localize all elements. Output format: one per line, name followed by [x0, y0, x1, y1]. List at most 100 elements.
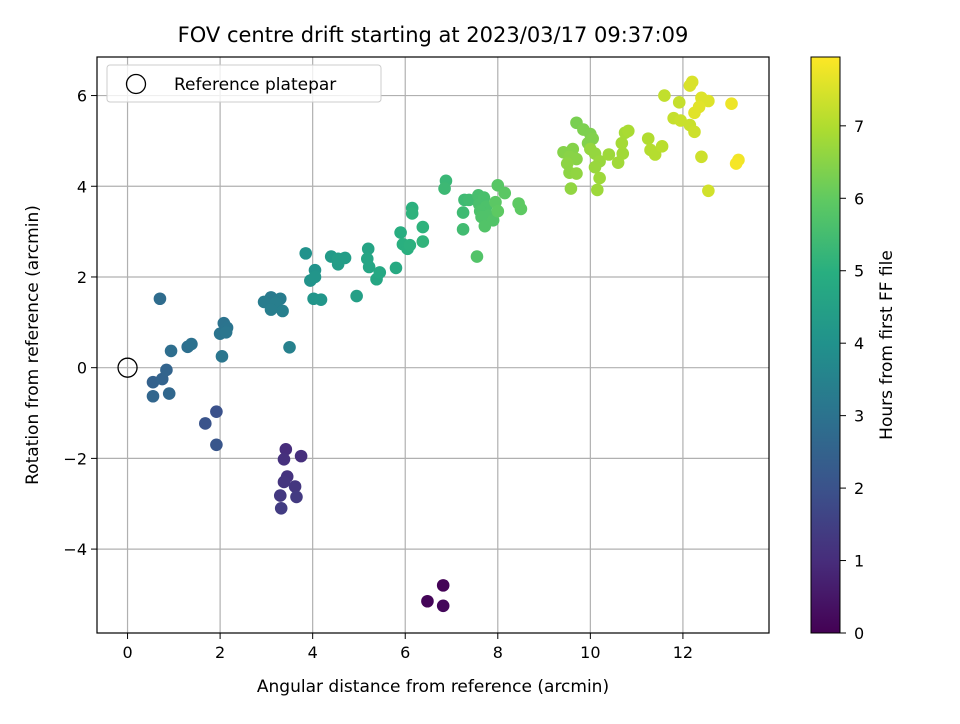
data-point	[456, 223, 470, 236]
legend-marker-open-circle	[125, 73, 147, 95]
data-point	[570, 167, 583, 180]
data-points	[117, 75, 745, 613]
data-point	[622, 124, 635, 138]
colorbar-tick-label: 2	[854, 479, 864, 498]
x-tick-label: 4	[308, 643, 318, 662]
data-point	[655, 140, 669, 153]
data-point	[702, 184, 715, 198]
grid-lines	[97, 57, 769, 633]
data-point	[308, 270, 322, 284]
data-point	[436, 579, 450, 592]
data-point	[602, 148, 616, 161]
data-point	[729, 157, 743, 170]
data-point	[350, 289, 363, 303]
data-point	[421, 594, 434, 608]
data-point	[288, 480, 302, 493]
data-point	[153, 292, 167, 306]
data-point	[456, 206, 470, 219]
y-tick-label: 0	[77, 359, 87, 378]
data-point	[279, 443, 293, 456]
data-point	[146, 389, 160, 403]
colorbar-tick-label: 5	[854, 262, 864, 281]
data-point	[564, 182, 578, 195]
legend: Reference platepar	[106, 64, 382, 103]
data-point	[294, 449, 308, 463]
plot-area-frame	[96, 56, 770, 634]
y-tick-label: −4	[63, 540, 87, 559]
data-point	[277, 452, 291, 466]
colorbar-tick-label: 4	[854, 334, 864, 353]
data-point	[283, 340, 296, 354]
colorbar: 0 1 2 3 4 5 6 7 Hours from first FF file	[810, 56, 897, 643]
data-point	[438, 182, 451, 195]
data-point	[514, 202, 528, 216]
data-point	[590, 183, 604, 197]
x-tick-label: 8	[493, 643, 503, 662]
x-tick-label: 12	[673, 643, 693, 662]
data-point	[274, 501, 288, 515]
y-tick-label: 6	[77, 87, 87, 106]
data-point	[389, 261, 403, 275]
data-point	[373, 266, 387, 279]
data-point	[491, 204, 505, 218]
data-point	[436, 599, 450, 613]
data-point	[314, 293, 328, 306]
colorbar-tick-label: 1	[854, 552, 864, 571]
data-point	[405, 207, 419, 220]
data-point	[683, 79, 697, 92]
colorbar-gradient	[810, 56, 841, 634]
x-axis-ticks: 0 2 4 6 8 10 12	[122, 633, 693, 662]
x-tick-label: 10	[580, 643, 600, 662]
data-point	[277, 475, 291, 489]
y-axis-ticks: −4 −2 0 2 4 6	[63, 87, 97, 559]
data-point	[273, 489, 287, 502]
data-point	[299, 247, 313, 260]
data-point	[688, 106, 701, 120]
data-point	[164, 344, 178, 358]
data-point	[362, 260, 376, 274]
y-tick-label: −2	[63, 449, 87, 468]
colorbar-tick-label: 3	[854, 407, 864, 426]
data-point	[210, 438, 223, 452]
data-point	[688, 125, 701, 139]
data-point	[416, 220, 430, 234]
data-point	[276, 304, 289, 318]
colorbar-tick-label: 0	[854, 624, 864, 643]
legend-label-reference-platepar: Reference platepar	[174, 75, 336, 95]
x-tick-label: 0	[122, 643, 132, 662]
reference-platepar-marker	[117, 357, 138, 378]
data-point	[162, 387, 176, 400]
colorbar-label: Hours from first FF file	[877, 250, 897, 440]
legend-box	[106, 64, 382, 103]
data-point	[331, 252, 345, 266]
data-point	[215, 350, 229, 363]
colorbar-ticks: 0 1 2 3 4 5 6 7	[840, 117, 864, 643]
data-point	[361, 242, 375, 256]
data-point	[290, 490, 303, 504]
x-tick-label: 2	[215, 643, 225, 662]
x-tick-label: 6	[400, 643, 410, 662]
x-axis-label: Angular distance from reference (arcmin)	[257, 677, 609, 697]
colorbar-tick-label: 6	[854, 189, 864, 208]
data-point	[615, 136, 629, 150]
y-tick-label: 2	[77, 268, 87, 287]
data-point	[702, 94, 715, 108]
data-point	[498, 186, 512, 200]
data-point	[588, 160, 602, 174]
data-point	[219, 326, 233, 339]
data-point	[403, 238, 417, 252]
data-point	[198, 417, 212, 430]
data-point	[725, 97, 738, 111]
y-axis-label: Rotation from reference (arcmin)	[23, 205, 43, 485]
data-point	[210, 405, 223, 418]
data-point	[478, 219, 492, 233]
data-point	[160, 363, 173, 377]
data-point	[593, 171, 606, 185]
data-point	[264, 303, 278, 316]
data-point	[470, 250, 484, 263]
data-point	[616, 147, 630, 160]
data-point	[695, 150, 708, 164]
colorbar-tick-label: 7	[854, 117, 864, 136]
data-point	[672, 96, 686, 109]
